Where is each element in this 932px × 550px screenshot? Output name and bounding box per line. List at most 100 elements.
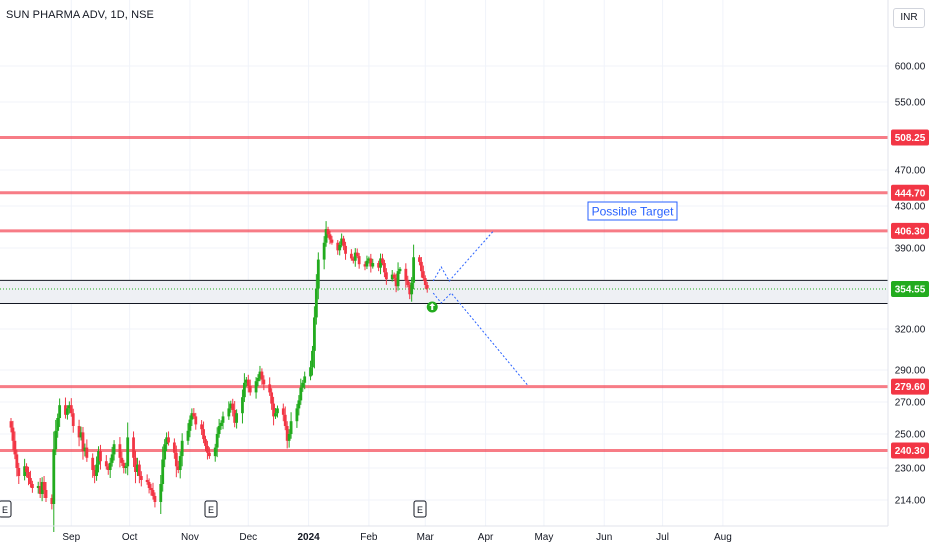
candle-body xyxy=(367,258,371,261)
candle-body xyxy=(15,454,19,468)
candle-body xyxy=(328,234,332,240)
candle-body xyxy=(274,413,277,417)
candle-body xyxy=(244,379,248,383)
price-tick-label: 470.00 xyxy=(895,166,926,177)
buy-signal-icon xyxy=(426,301,438,313)
candle-body xyxy=(42,482,46,490)
earnings-event-icon[interactable]: E xyxy=(413,500,427,518)
candle-body xyxy=(418,257,421,262)
candle-body xyxy=(161,459,165,484)
candle-body xyxy=(217,426,221,434)
candle-body xyxy=(40,482,44,494)
possible-target-text: Possible Target xyxy=(592,205,674,219)
candle-body xyxy=(91,457,95,470)
candle-body xyxy=(353,252,357,261)
earnings-event-label: E xyxy=(208,505,214,515)
bearish-projection-path xyxy=(432,292,528,385)
candle-body xyxy=(342,238,345,246)
time-tick-label: Aug xyxy=(714,532,732,543)
candle-body xyxy=(314,288,318,318)
candle-body xyxy=(52,449,56,504)
candle-body xyxy=(392,274,396,279)
support-resistance-zone xyxy=(0,280,888,304)
svg-text:240.30: 240.30 xyxy=(895,446,926,457)
candle-body xyxy=(229,403,233,409)
candle-body xyxy=(153,496,157,502)
candle-body xyxy=(95,464,98,476)
candle-body xyxy=(58,405,62,418)
candle-body xyxy=(122,462,126,468)
horizontal-levels xyxy=(0,135,888,452)
candlestick-series xyxy=(9,221,429,532)
candle-body xyxy=(227,408,231,417)
candle-body xyxy=(412,257,416,283)
candle-body xyxy=(246,379,250,386)
candle-body xyxy=(276,408,279,414)
candle-body xyxy=(120,457,124,463)
candle-body xyxy=(233,410,237,423)
candle-body xyxy=(365,260,369,267)
candle-body xyxy=(357,256,361,265)
candle-body xyxy=(324,229,328,243)
candle-body xyxy=(192,413,196,417)
level-price-tag: 508.25 xyxy=(891,129,929,146)
candle-body xyxy=(188,419,192,431)
svg-text:406.30: 406.30 xyxy=(895,226,926,237)
svg-text:508.25: 508.25 xyxy=(895,133,926,144)
currency-selector[interactable]: INR xyxy=(893,8,925,28)
candle-body xyxy=(13,440,17,455)
time-tick-label: Dec xyxy=(239,532,257,543)
candle-body xyxy=(299,387,303,401)
candle-body xyxy=(344,245,347,254)
candle-body xyxy=(174,452,178,467)
candle-body xyxy=(394,278,398,287)
candle-body xyxy=(93,470,97,476)
candle-body xyxy=(145,480,149,482)
earnings-event-label: E xyxy=(2,505,8,515)
candle-body xyxy=(50,498,54,504)
candle-body xyxy=(301,382,305,388)
candle-body xyxy=(377,263,381,268)
candle-body xyxy=(272,403,275,417)
candle-body xyxy=(178,456,182,470)
candle-body xyxy=(248,386,252,393)
candle-body xyxy=(363,264,367,267)
candle-body xyxy=(67,405,71,409)
candle-body xyxy=(281,408,285,415)
candle-body xyxy=(425,285,429,289)
chart-grid xyxy=(0,0,888,526)
candle-body xyxy=(254,381,258,393)
level-price-tag: 444.70 xyxy=(891,184,929,201)
candle-body xyxy=(180,440,184,457)
candle-body xyxy=(159,484,163,502)
possible-target-label[interactable]: Possible Target xyxy=(587,201,678,221)
earnings-event-icon[interactable]: E xyxy=(204,500,218,518)
candle-body xyxy=(287,434,291,441)
candle-body xyxy=(11,427,15,441)
earnings-event-icon[interactable]: E xyxy=(0,500,12,518)
candle-body xyxy=(419,261,423,272)
candle-body xyxy=(149,488,153,490)
candle-body xyxy=(83,447,87,451)
candle-body xyxy=(330,239,334,243)
price-tick-label: 270.00 xyxy=(895,398,926,409)
bullish-projection-path xyxy=(432,230,494,282)
candle-body xyxy=(351,258,355,261)
candle-body xyxy=(408,285,412,295)
price-tick-label: 600.00 xyxy=(895,62,926,73)
candle-body xyxy=(110,454,114,463)
level-price-tag: 406.30 xyxy=(891,222,929,239)
level-price-tag: 240.30 xyxy=(891,442,929,459)
time-tick-label: Apr xyxy=(478,532,494,543)
candle-body xyxy=(194,416,198,425)
candle-body xyxy=(207,452,211,457)
candle-body xyxy=(186,430,190,441)
candle-body xyxy=(213,447,217,457)
candle-body xyxy=(206,445,209,453)
candle-body xyxy=(139,476,143,480)
candle-body xyxy=(38,486,42,494)
svg-text:279.60: 279.60 xyxy=(895,382,926,393)
time-tick-label: Mar xyxy=(417,532,435,543)
